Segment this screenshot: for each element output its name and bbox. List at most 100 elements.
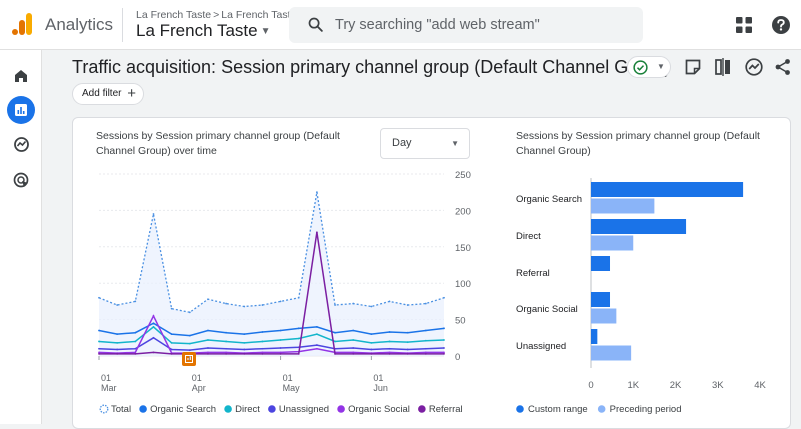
- nav-reports[interactable]: [7, 96, 35, 124]
- data-point-referral: [406, 352, 409, 355]
- category-label: Referral: [516, 268, 550, 279]
- x-tick-label: Mar: [101, 383, 117, 393]
- data-point-direct: [370, 341, 373, 344]
- x-tick-label: 01: [192, 373, 202, 383]
- data-point-direct: [279, 339, 282, 341]
- data-point-organic-social: [207, 351, 209, 354]
- series-line-unassigned: [98, 336, 445, 351]
- data-point-organic-social: [279, 351, 282, 354]
- nav-advertising[interactable]: [7, 166, 35, 194]
- bar-custom-range: [591, 182, 744, 197]
- line-chart-title-line: Channel Group) over time: [96, 145, 217, 157]
- note-icon[interactable]: [683, 57, 703, 77]
- data-point-referral: [388, 352, 391, 355]
- data-point-total: [334, 304, 336, 306]
- data-point-direct: [443, 339, 445, 341]
- data-point-total: [207, 298, 209, 301]
- data-point-total: [134, 300, 137, 303]
- data-point-organic-search: [352, 329, 355, 332]
- breadcrumb-item: La French Taste: [221, 9, 297, 21]
- side-navigation: [0, 50, 42, 424]
- legend-label: Custom range: [528, 404, 588, 415]
- data-point-unassigned: [261, 347, 264, 350]
- analytics-logo-icon[interactable]: [10, 12, 34, 36]
- x-tick-label: May: [283, 383, 301, 393]
- data-point-organic-social: [98, 351, 100, 354]
- data-point-organic-search: [297, 327, 300, 330]
- bar-preceding-period: [591, 345, 632, 361]
- data-point-direct: [424, 339, 427, 342]
- report-status-dropdown[interactable]: ▼: [627, 56, 671, 78]
- data-point-organic-search: [315, 325, 318, 328]
- data-point-organic-search: [388, 331, 391, 333]
- data-point-unassigned: [188, 349, 191, 352]
- insights-icon[interactable]: [744, 57, 764, 77]
- series-line-organic-search: [98, 322, 445, 337]
- legend-label-direct: Direct: [235, 404, 260, 415]
- legend-label-organic-search: Organic Search: [150, 404, 216, 415]
- bar-preceding-period: [591, 308, 617, 324]
- data-point-referral: [424, 352, 427, 355]
- data-point-direct: [116, 341, 119, 344]
- data-point-direct: [170, 341, 173, 344]
- data-point-total: [388, 300, 391, 303]
- data-point-organic-search: [424, 329, 427, 332]
- divider: [122, 8, 123, 42]
- nav-home[interactable]: [7, 62, 35, 90]
- data-point-unassigned: [243, 348, 246, 351]
- data-point-organic-search: [334, 331, 336, 334]
- data-point-unassigned: [134, 347, 137, 350]
- granularity-select[interactable]: Day ▼: [380, 128, 470, 159]
- bar-chart-title: Sessions by Session primary channel grou…: [516, 129, 760, 159]
- x-tick-label: 01: [373, 373, 383, 383]
- data-point-referral: [279, 352, 282, 355]
- annotation-marker-icon: [182, 352, 196, 366]
- apps-grid-icon[interactable]: [735, 16, 753, 34]
- x-tick-label: 0: [588, 380, 593, 391]
- data-point-unassigned: [279, 347, 282, 349]
- line-chart: 05010015020025001Mar01Apr01May01JunTotal…: [98, 170, 471, 415]
- data-point-direct: [334, 340, 336, 343]
- add-filter-button[interactable]: Add filter +: [72, 83, 144, 105]
- data-point-direct: [152, 325, 155, 328]
- legend-swatch-direct: [224, 405, 232, 413]
- compare-icon[interactable]: [713, 57, 733, 77]
- data-point-total: [188, 311, 191, 314]
- data-point-direct: [297, 337, 300, 340]
- caret-down-icon: ▼: [451, 139, 459, 148]
- data-point-organic-search: [243, 333, 246, 336]
- x-tick-label: 1K: [627, 380, 639, 391]
- data-point-organic-social: [134, 351, 137, 354]
- x-tick-label: 01: [101, 373, 111, 383]
- data-point-total: [297, 296, 300, 299]
- data-point-unassigned: [424, 347, 427, 350]
- y-tick-label: 200: [455, 206, 471, 217]
- x-tick-label: 2K: [670, 380, 682, 391]
- caret-down-icon: ▼: [657, 62, 665, 71]
- data-point-unassigned: [116, 348, 119, 351]
- data-point-unassigned: [443, 347, 445, 349]
- share-icon[interactable]: [773, 57, 793, 77]
- breadcrumb[interactable]: La French Taste > La French Taste: [136, 9, 296, 21]
- search-icon: [308, 17, 323, 32]
- check-circle-icon: [633, 60, 648, 75]
- data-point-referral: [243, 352, 246, 355]
- data-point-referral: [334, 352, 336, 355]
- x-tick-label: 3K: [712, 380, 724, 391]
- search-bar[interactable]: [289, 7, 643, 43]
- data-point-organic-search: [152, 322, 155, 325]
- top-app-bar: Analytics La French Taste > La French Tast…: [0, 0, 801, 50]
- search-input[interactable]: [335, 15, 625, 35]
- account-selector[interactable]: La French Taste ▼: [136, 21, 271, 41]
- data-point-referral: [225, 352, 228, 355]
- data-point-organic-social: [225, 351, 228, 354]
- data-point-organic-search: [261, 331, 264, 333]
- data-point-organic-search: [279, 329, 282, 332]
- series-line-total: [98, 192, 445, 314]
- data-point-unassigned: [352, 347, 355, 349]
- nav-explore[interactable]: [7, 130, 35, 158]
- legend-swatch-unassigned: [268, 405, 276, 413]
- help-icon[interactable]: [771, 15, 791, 35]
- data-point-total: [315, 191, 318, 194]
- data-point-total: [116, 304, 119, 306]
